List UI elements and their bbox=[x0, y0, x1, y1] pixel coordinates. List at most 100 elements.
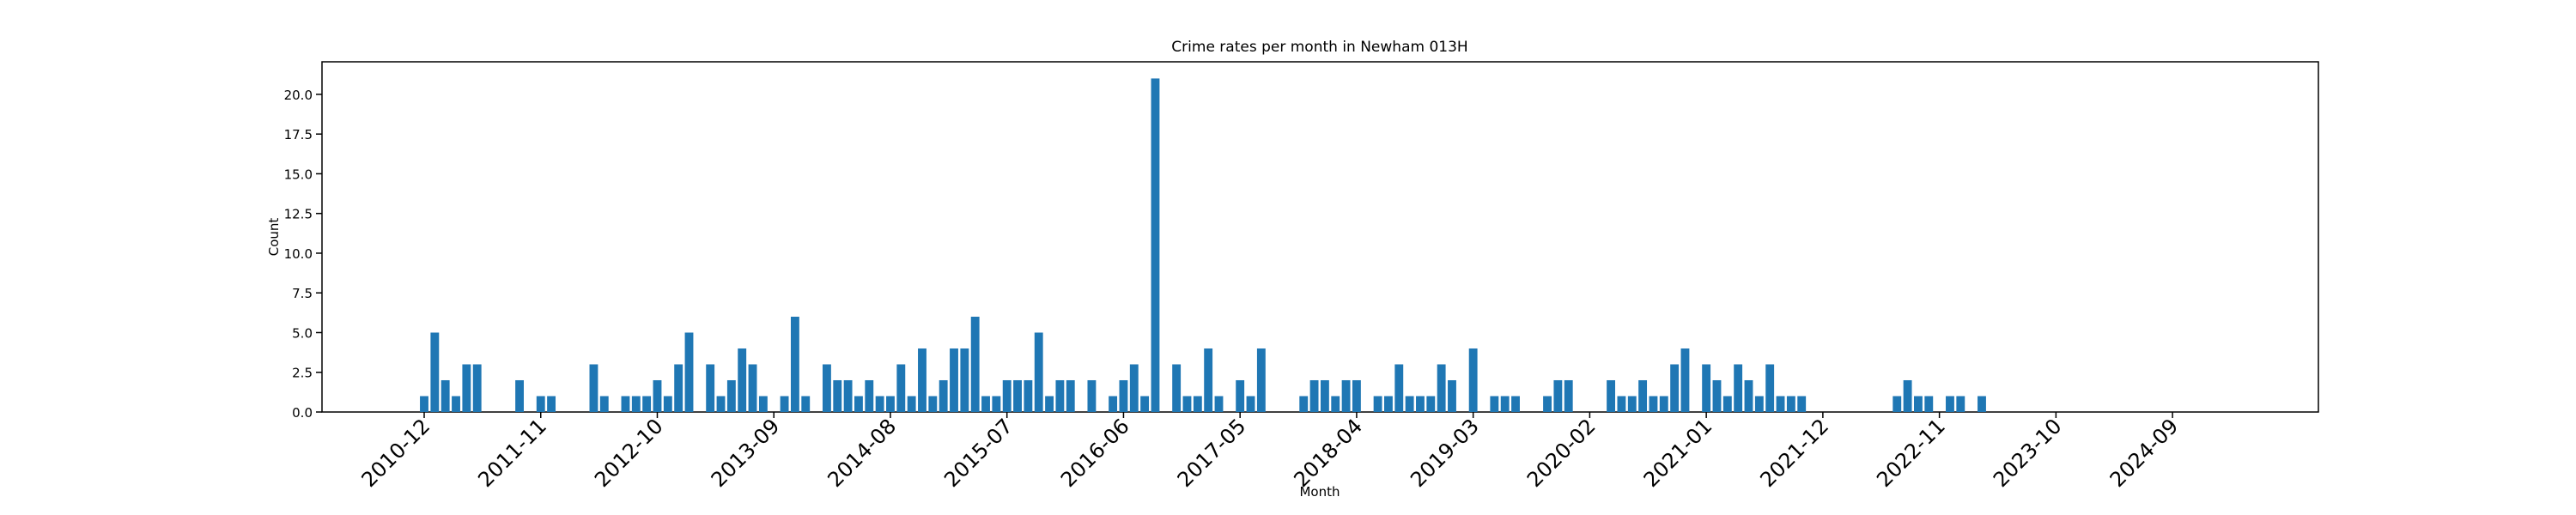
bar bbox=[1437, 364, 1446, 412]
bar bbox=[420, 396, 428, 412]
bar bbox=[515, 379, 524, 412]
bar bbox=[1914, 396, 1923, 412]
bar bbox=[1204, 348, 1213, 412]
bar bbox=[663, 396, 672, 412]
bar bbox=[1140, 396, 1150, 412]
bar bbox=[599, 396, 609, 412]
bar bbox=[1893, 396, 1902, 412]
bar bbox=[1607, 379, 1616, 412]
bar bbox=[854, 396, 863, 412]
bar bbox=[1002, 379, 1012, 412]
bar bbox=[1712, 379, 1722, 412]
bar bbox=[886, 396, 895, 412]
bar bbox=[1172, 364, 1182, 412]
bar bbox=[536, 396, 545, 412]
x-tick-label: 2015-07 bbox=[939, 414, 1018, 492]
chart-title: Crime rates per month in Newham 013H bbox=[1171, 39, 1467, 56]
bar bbox=[1627, 396, 1637, 412]
bar bbox=[653, 379, 662, 412]
bar bbox=[684, 332, 694, 412]
bar bbox=[1680, 348, 1690, 412]
x-tick-label: 2021-12 bbox=[1755, 414, 1833, 492]
y-tick-label: 2.5 bbox=[292, 366, 313, 381]
x-tick-label: 2022-11 bbox=[1872, 414, 1950, 492]
x-tick-label: 2012-10 bbox=[590, 414, 668, 492]
y-axis-label: Count bbox=[266, 218, 282, 257]
bar bbox=[1151, 78, 1160, 412]
x-axis-label: Month bbox=[1299, 484, 1340, 500]
bar bbox=[833, 379, 842, 412]
bar bbox=[970, 316, 980, 412]
bar bbox=[1119, 379, 1128, 412]
bar bbox=[462, 364, 471, 412]
x-tick-label: 2020-02 bbox=[1522, 414, 1601, 492]
y-tick-label: 7.5 bbox=[292, 286, 313, 301]
x-tick-label: 2021-01 bbox=[1639, 414, 1717, 492]
bar bbox=[1246, 396, 1255, 412]
bar bbox=[1638, 379, 1648, 412]
bar bbox=[950, 348, 958, 412]
bar bbox=[907, 396, 916, 412]
bar bbox=[981, 396, 990, 412]
y-tick-label: 20.0 bbox=[284, 88, 313, 103]
bar bbox=[1564, 379, 1573, 412]
bar bbox=[1405, 396, 1414, 412]
bar bbox=[738, 348, 747, 412]
x-tick-label: 2011-11 bbox=[473, 414, 551, 492]
bar bbox=[1617, 396, 1626, 412]
bar bbox=[706, 364, 715, 412]
bar bbox=[674, 364, 683, 412]
bar bbox=[1754, 396, 1764, 412]
bar bbox=[1193, 396, 1202, 412]
bar bbox=[1797, 396, 1807, 412]
x-tick-label: 2013-09 bbox=[707, 414, 785, 492]
y-tick-label: 10.0 bbox=[284, 246, 313, 262]
bar bbox=[1109, 396, 1118, 412]
x-tick-label: 2024-09 bbox=[2105, 414, 2184, 492]
bar bbox=[1903, 379, 1912, 412]
bar bbox=[1924, 396, 1934, 412]
bar bbox=[1320, 379, 1329, 412]
bar bbox=[1066, 379, 1075, 412]
bar bbox=[1786, 396, 1795, 412]
bar bbox=[1670, 364, 1680, 412]
bar bbox=[790, 316, 799, 412]
bar bbox=[896, 364, 906, 412]
bar bbox=[1182, 396, 1192, 412]
bar bbox=[928, 396, 938, 412]
bar bbox=[1373, 396, 1382, 412]
bar bbox=[1722, 396, 1732, 412]
bar bbox=[1256, 348, 1266, 412]
bar bbox=[875, 396, 884, 412]
plot-frame bbox=[321, 61, 2319, 413]
y-tick-label: 12.5 bbox=[284, 207, 313, 222]
x-tick-label: 2019-03 bbox=[1406, 414, 1484, 492]
bar bbox=[1416, 396, 1425, 412]
bar bbox=[452, 396, 460, 412]
bar bbox=[939, 379, 948, 412]
bar bbox=[631, 396, 641, 412]
bar bbox=[918, 348, 927, 412]
bar bbox=[1214, 396, 1224, 412]
bar bbox=[1468, 348, 1478, 412]
x-tick-label: 2014-08 bbox=[823, 414, 901, 492]
x-tick-label: 2023-10 bbox=[1989, 414, 2067, 492]
bar bbox=[1352, 379, 1361, 412]
bar bbox=[1776, 396, 1785, 412]
bar bbox=[960, 348, 969, 412]
y-tick-label: 17.5 bbox=[284, 127, 313, 142]
x-tick-label: 2016-06 bbox=[1056, 414, 1134, 492]
bar bbox=[1034, 332, 1043, 412]
bar bbox=[758, 396, 768, 412]
bar bbox=[1511, 396, 1520, 412]
bar bbox=[589, 364, 598, 412]
bar bbox=[1490, 396, 1499, 412]
bar bbox=[1734, 364, 1743, 412]
bar bbox=[716, 396, 726, 412]
bar bbox=[1649, 396, 1658, 412]
bar bbox=[1702, 364, 1711, 412]
bar bbox=[1087, 379, 1097, 412]
bar bbox=[1956, 396, 1965, 412]
bar bbox=[822, 364, 831, 412]
y-tick-label: 5.0 bbox=[292, 325, 313, 341]
